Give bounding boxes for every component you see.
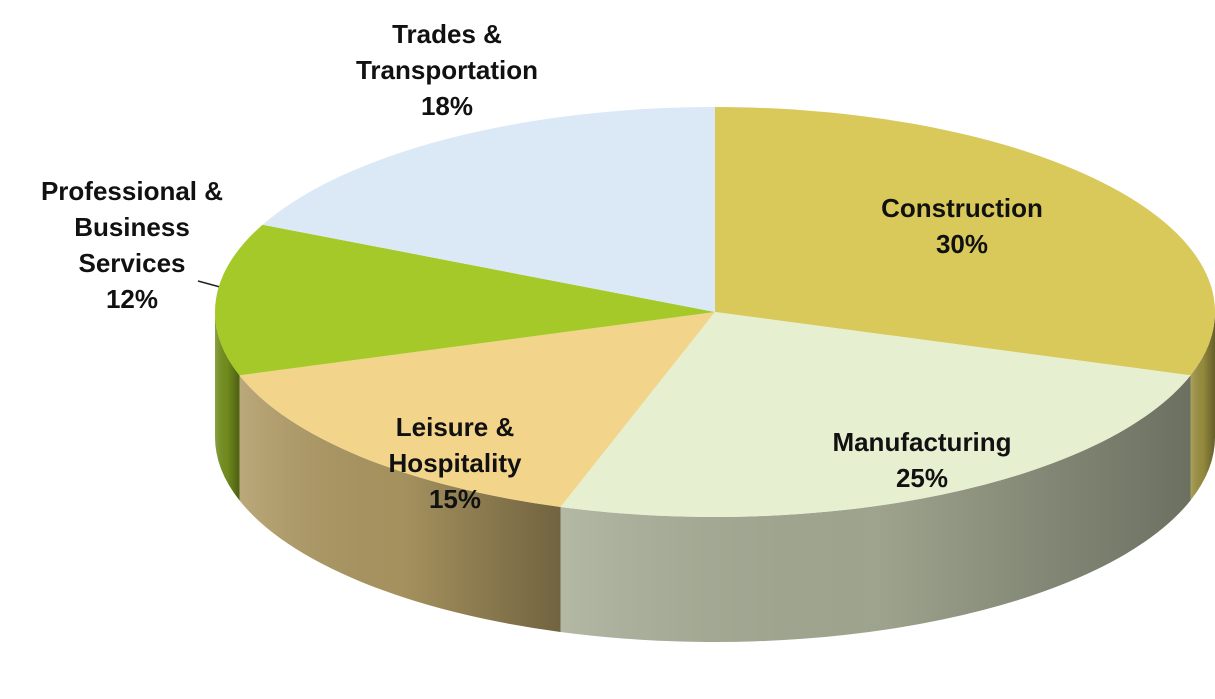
pie-side-shade — [239, 375, 561, 632]
pie-slice — [560, 312, 1191, 517]
slice-label: Leisure & Hospitality — [389, 412, 522, 478]
pie-side-shade — [1190, 312, 1215, 501]
slice-label-line: Transportation — [356, 55, 538, 85]
slice-label: Trades & Transportation — [356, 19, 538, 85]
slice-label-line: Leisure & — [396, 412, 515, 442]
slice-value-label: 25% — [896, 463, 948, 493]
pie-slice — [715, 107, 1215, 376]
slice-value-label: 30% — [936, 229, 988, 259]
slice-value-label: 18% — [421, 91, 473, 121]
slice-label-line: Business — [74, 212, 190, 242]
slice-label: Construction — [881, 193, 1043, 223]
pie-slice — [239, 312, 715, 507]
pie-side-shade — [215, 312, 240, 501]
slice-label-line: Manufacturing — [832, 427, 1011, 457]
slice-label-line: Trades & — [392, 19, 502, 49]
slice-label-line: Hospitality — [389, 448, 522, 478]
slice-label: Professional & Business Services — [41, 176, 223, 278]
pie-side-shade — [560, 375, 1191, 642]
pie-slice — [262, 106, 715, 312]
slice-label-line: Construction — [881, 193, 1043, 223]
slice-value-label: 15% — [429, 484, 481, 514]
slice-label: Manufacturing — [832, 427, 1011, 457]
pie-slice — [215, 224, 715, 376]
slice-value-label: 12% — [106, 284, 158, 314]
slice-label-line: Services — [79, 248, 186, 278]
slice-label-line: Professional & — [41, 176, 223, 206]
